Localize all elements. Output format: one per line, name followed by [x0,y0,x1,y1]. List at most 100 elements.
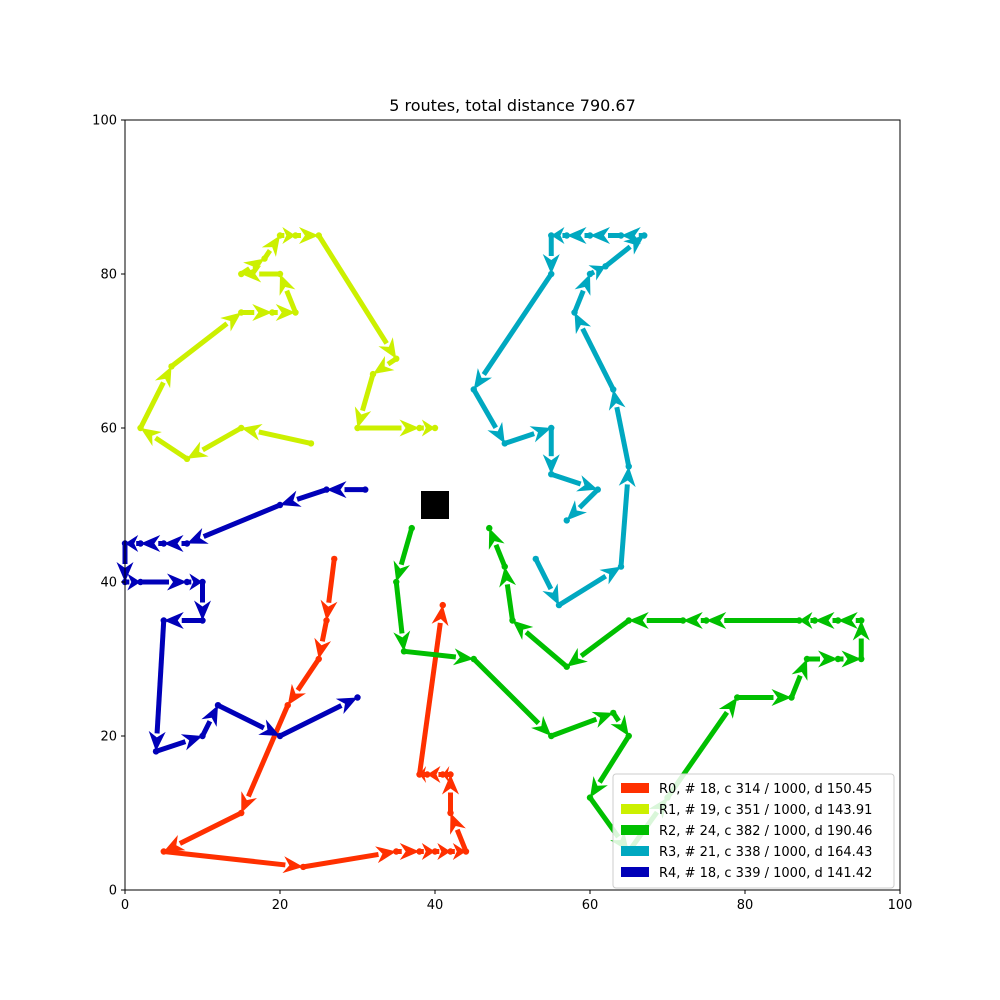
route-arrow [287,683,306,706]
route-arrow [683,612,703,629]
customer-point [586,794,594,801]
route-arrow [551,227,565,244]
customer-point [238,270,245,278]
customer-point [416,848,423,855]
customer-point [393,578,400,586]
route-arrow [163,535,184,552]
route-arrow [473,368,492,390]
route-arrow [591,711,614,728]
customer-point [238,424,245,432]
route-arrow [167,573,187,591]
x-tick-label: 100 [888,898,913,913]
route-arrow [375,846,397,864]
customer-point [183,578,191,586]
route-segment [398,527,415,566]
customer-point [470,655,477,663]
chart-title: 5 routes, total distance 790.67 [389,96,636,115]
y-tick-label: 60 [100,422,117,437]
route-arrow [280,490,302,507]
route-segment [201,425,243,453]
customer-point [703,617,710,624]
route-arrow [814,612,835,629]
route-arrow [180,734,203,751]
customer-point [858,655,865,663]
customer-point [424,771,431,778]
route-arrow [163,834,186,852]
route-arrow [566,647,588,667]
route-segment [597,734,631,784]
customer-point [501,563,508,570]
customer-point [307,440,315,447]
route-arrow [599,566,621,585]
legend-swatch [621,825,649,835]
route-arrow [125,535,139,552]
customer-point [168,363,175,370]
customer-point [393,355,400,362]
customer-point [447,848,454,855]
y-tick-label: 80 [100,268,117,283]
route-arrow [437,843,451,860]
route-arrow [818,650,838,668]
route-segment [618,484,630,567]
legend-swatch [621,783,649,793]
route-arrow [421,419,435,437]
route-segment [614,406,632,467]
customer-point [641,232,648,239]
customer-point [796,617,803,624]
legend-label: R4, # 18, c 339 / 1000, d 141.42 [659,866,872,881]
customer-point [610,709,617,717]
route-segment [169,321,229,369]
legend: R0, # 18, c 314 / 1000, d 150.45 R1, # 19… [612,773,895,889]
x-tick-label: 40 [427,898,444,913]
customer-point [594,486,601,493]
route-arrow [531,715,552,736]
route-arrow [393,630,411,652]
route-arrow [243,258,265,277]
customer-point [183,540,191,547]
customer-point [625,463,632,470]
route-arrow [590,227,610,244]
route-segment [493,543,508,568]
route-arrow [378,337,397,359]
customer-point [238,309,245,316]
route-arrow [838,612,858,629]
customer-point [586,270,594,278]
customer-point [160,540,167,547]
customer-point [160,617,167,624]
route-segment [216,702,265,731]
customer-point [199,617,206,624]
customer-point [486,524,493,532]
route-segment [154,620,167,734]
route-arrow [252,304,273,321]
x-tick-label: 20 [272,898,289,913]
y-tick-label: 0 [109,884,117,899]
route-arrow [335,697,358,715]
route-segment [557,573,608,608]
route-arrow [194,600,211,621]
customer-point [393,848,400,855]
y-tick-label: 100 [92,114,117,129]
route-arrow [452,843,466,860]
customer-point [416,424,423,432]
route-arrow [154,366,172,389]
route-3 [470,227,648,609]
customer-point [269,309,276,316]
customer-point [617,232,625,239]
route-arrow [399,843,420,860]
customer-point [555,601,563,609]
route-arrow [241,424,263,441]
customer-point [354,694,361,701]
customer-point [858,617,865,624]
customer-point [238,809,245,817]
customer-point [362,486,369,493]
route-segment [403,648,457,660]
customer-point [439,601,446,609]
customer-point [571,309,578,316]
route-arrow [799,612,813,629]
customer-point [354,424,361,432]
customer-point [447,771,454,778]
route-segment [202,502,281,539]
customer-point [548,471,555,478]
route-arrow [590,776,608,798]
route-arrow [326,481,347,499]
